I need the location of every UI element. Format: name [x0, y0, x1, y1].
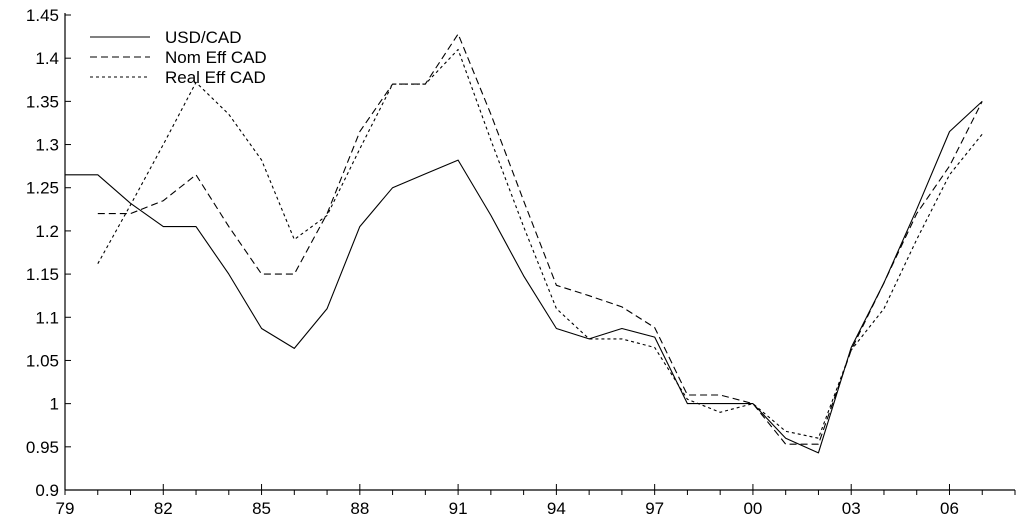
legend-label: Real Eff CAD [165, 68, 266, 87]
x-tick-label: 85 [252, 499, 271, 518]
x-axis-ticks: 79 82 85 88 91 94 97 00 03 06 [56, 484, 1016, 518]
series-lines [65, 33, 983, 454]
y-tick-label: 1.4 [35, 49, 59, 68]
x-tick-label: 91 [449, 499, 468, 518]
x-tick-label: 94 [547, 499, 566, 518]
y-tick-label: 1.05 [26, 351, 59, 370]
axes [64, 13, 1015, 491]
y-tick-label: 1.35 [26, 92, 59, 111]
y-tick-label: 0.95 [26, 438, 59, 457]
series-line-usd-cad [65, 100, 983, 454]
y-tick-label: 1.1 [35, 308, 59, 327]
x-tick-label: 97 [645, 499, 664, 518]
y-tick-label: 1.15 [26, 265, 59, 284]
legend-label: USD/CAD [165, 28, 242, 47]
y-tick-label: 1.2 [35, 222, 59, 241]
x-tick-label: 00 [743, 499, 762, 518]
x-tick-label: 03 [842, 499, 861, 518]
y-tick-label: 1 [50, 395, 59, 414]
legend-label: Nom Eff CAD [165, 48, 267, 67]
x-tick-label: 88 [350, 499, 369, 518]
y-tick-label: 1.45 [26, 6, 59, 25]
x-tick-label: 06 [940, 499, 959, 518]
x-tick-label: 82 [154, 499, 173, 518]
y-tick-label: 1.25 [26, 179, 59, 198]
y-axis-ticks: 0.9 0.95 1 1.05 1.1 1.15 1.2 1.25 1.3 1.35 1.4 1.45 [26, 6, 71, 500]
series-line-real-eff-cad [97, 48, 983, 439]
y-tick-label: 0.9 [35, 481, 59, 500]
x-tick-label: 79 [56, 499, 75, 518]
y-tick-label: 1.3 [35, 136, 59, 155]
series-line-nom-eff-cad [97, 33, 983, 445]
